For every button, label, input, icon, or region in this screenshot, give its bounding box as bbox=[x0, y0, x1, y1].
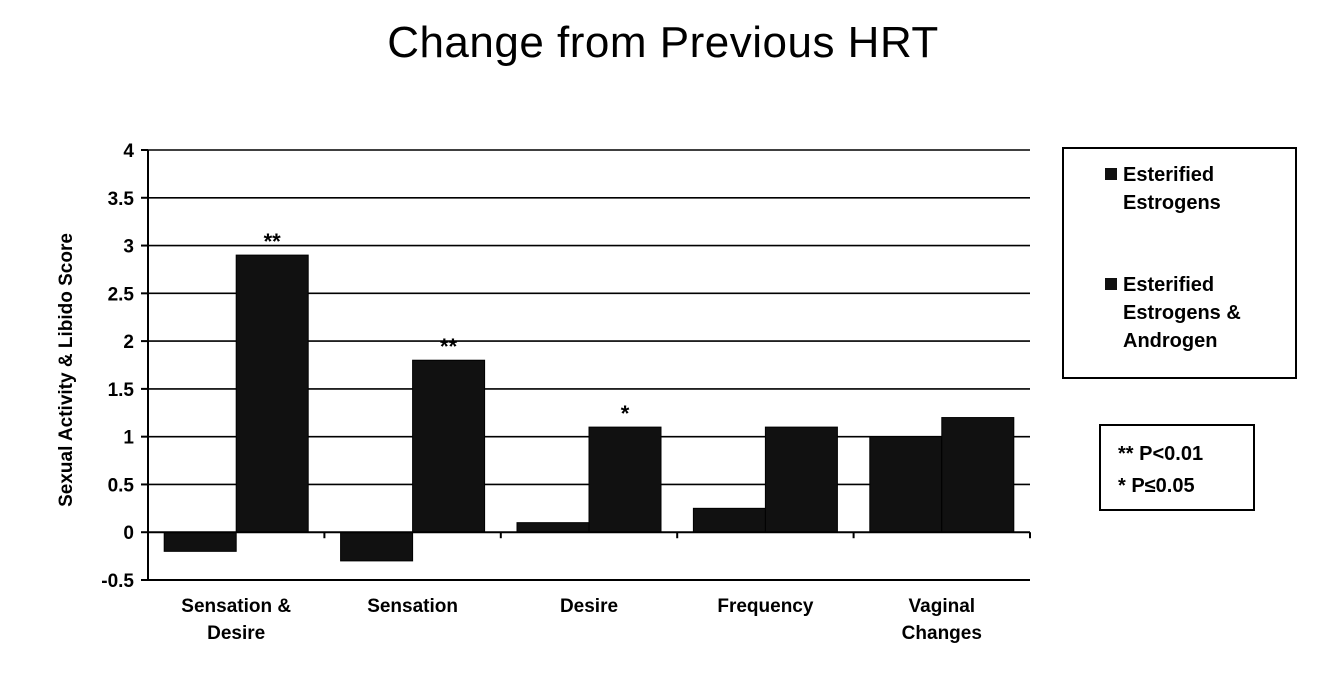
bar-series-1 bbox=[692, 507, 766, 533]
significance-legend-entry: * P≤0.05 bbox=[1118, 475, 1195, 497]
bar-series-2 bbox=[941, 417, 1015, 533]
series-legend: Esterified Estrogens Esterified Estrogens &… bbox=[1062, 147, 1297, 379]
y-axis-label: Sexual Activity & Libido Score bbox=[56, 233, 77, 507]
y-tick-label: -0.5 bbox=[101, 571, 134, 592]
y-tick-label: 3.5 bbox=[108, 189, 135, 210]
y-tick-label: 1 bbox=[123, 428, 134, 449]
significance-legend-box bbox=[1099, 424, 1255, 511]
chart-title: Change from Previous HRT bbox=[387, 18, 939, 67]
significance-mark: ** bbox=[440, 334, 458, 359]
y-tick-label: 0 bbox=[123, 523, 134, 544]
axes bbox=[141, 149, 1031, 581]
significance-annotations: ***** bbox=[264, 229, 630, 426]
bar-series-1 bbox=[516, 522, 590, 533]
x-category-label: Sensation & bbox=[181, 596, 291, 617]
significance-mark: * bbox=[621, 401, 630, 426]
legend-label: Esterified bbox=[1123, 274, 1214, 296]
x-category-label: Sensation bbox=[367, 596, 458, 617]
bar-series-2 bbox=[235, 254, 309, 533]
x-category-label: Vaginal bbox=[909, 596, 976, 617]
bar-series-2 bbox=[588, 426, 662, 533]
series-legend-box bbox=[1062, 147, 1297, 379]
bar-series-2 bbox=[764, 426, 838, 533]
x-category-label: Changes bbox=[902, 623, 982, 644]
legend-label: Estrogens bbox=[1123, 192, 1221, 214]
y-tick-label: 3 bbox=[123, 237, 134, 258]
significance-legend: ** P<0.01 * P≤0.05 bbox=[1099, 424, 1255, 511]
y-tick-labels: -0.5 0 0.5 1 1.5 2 2.5 3 3.5 4 bbox=[101, 141, 134, 592]
x-category-label: Frequency bbox=[717, 596, 814, 617]
significance-mark: ** bbox=[264, 229, 282, 254]
bars bbox=[163, 254, 1015, 562]
legend-swatch bbox=[1105, 278, 1117, 290]
y-tick-label: 2 bbox=[123, 332, 134, 353]
bar-series-1 bbox=[869, 436, 943, 533]
bar-series-1 bbox=[163, 531, 237, 552]
y-tick-label: 1.5 bbox=[108, 380, 135, 401]
x-category-label: Desire bbox=[207, 623, 265, 644]
significance-legend-entry: ** P<0.01 bbox=[1118, 443, 1203, 465]
legend-label: Esterified bbox=[1123, 164, 1214, 186]
x-category-label: Desire bbox=[560, 596, 618, 617]
x-category-labels: Sensation & Desire Sensation Desire Frequenc… bbox=[181, 596, 982, 644]
y-tick-label: 0.5 bbox=[108, 475, 135, 496]
y-tick-label: 2.5 bbox=[108, 284, 135, 305]
bar-series-1 bbox=[340, 531, 414, 562]
y-tick-label: 4 bbox=[123, 141, 134, 162]
bar-series-2 bbox=[412, 359, 486, 533]
legend-swatch bbox=[1105, 168, 1117, 180]
legend-label: Androgen bbox=[1123, 330, 1217, 352]
legend-label: Estrogens & bbox=[1123, 302, 1241, 324]
